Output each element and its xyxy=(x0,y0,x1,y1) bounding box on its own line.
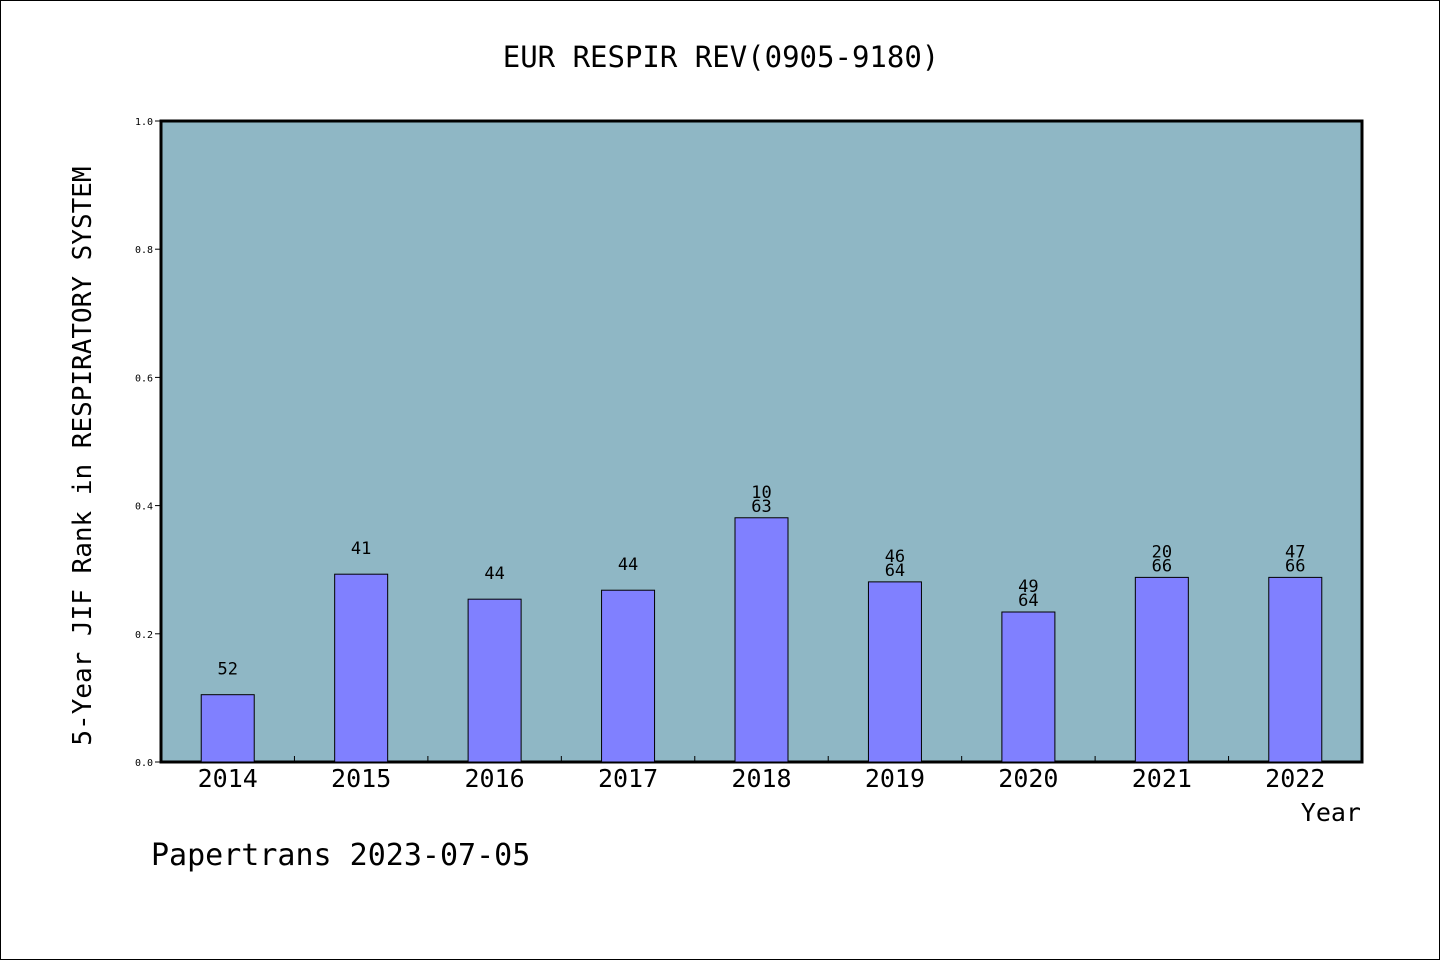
bar-value-label: 44 xyxy=(618,555,638,575)
bar-value-label: 10 xyxy=(751,483,771,503)
x-axis-label: Year xyxy=(1301,798,1361,827)
bar xyxy=(1001,611,1056,763)
bar xyxy=(467,598,522,763)
x-axis: 2014 2015 2016 2017 2018 2019 2020 2021 2022 xyxy=(198,756,1325,793)
x-tick-label: 2014 xyxy=(198,764,258,793)
bar xyxy=(867,581,922,763)
x-tick-label: 2017 xyxy=(598,764,658,793)
y-tick-label: 0.8 xyxy=(135,245,153,256)
y-axis-label: 5-Year JIF Rank in RESPIRATORY SYSTEM xyxy=(68,166,98,745)
bar-value-label: 52 xyxy=(217,660,237,680)
y-axis: 0.0 0.2 0.4 0.6 0.8 1.0 xyxy=(135,117,161,769)
bar-value-label: 46 xyxy=(885,547,905,567)
bar xyxy=(1268,576,1323,763)
bar xyxy=(1134,576,1189,763)
bar-value-label: 64 xyxy=(1018,591,1038,611)
bar xyxy=(334,573,389,763)
y-tick-label: 0.2 xyxy=(135,630,153,641)
bar-value-label: 47 xyxy=(1285,542,1305,562)
x-tick-label: 2015 xyxy=(331,764,391,793)
bar-value-label: 66 xyxy=(1152,556,1172,576)
x-tick-label: 2021 xyxy=(1132,764,1192,793)
footer-credit: Papertrans 2023-07-05 xyxy=(151,838,530,873)
bar-value-label: 41 xyxy=(351,539,371,559)
y-tick-label: 0.4 xyxy=(135,502,153,513)
y-tick-label: 1.0 xyxy=(135,117,153,128)
bar-value-label: 63 xyxy=(751,497,771,517)
x-tick-label: 2016 xyxy=(465,764,525,793)
x-tick-label: 2018 xyxy=(731,764,791,793)
bar-value-label: 44 xyxy=(484,564,504,584)
bar-value-label: 64 xyxy=(885,561,905,581)
y-tick-label: 0.6 xyxy=(135,373,153,384)
chart-title: EUR RESPIR REV(0905-9180) xyxy=(503,40,940,74)
y-tick-label: 0.0 xyxy=(135,758,153,769)
bar xyxy=(200,694,255,763)
bar-value-label: 66 xyxy=(1285,556,1305,576)
x-tick-label: 2020 xyxy=(998,764,1058,793)
bar-value-label: 49 xyxy=(1018,577,1038,597)
bar xyxy=(734,517,789,763)
bar xyxy=(601,589,656,763)
x-tick-label: 2019 xyxy=(865,764,925,793)
bar-value-label: 20 xyxy=(1152,542,1172,562)
x-tick-label: 2022 xyxy=(1265,764,1325,793)
